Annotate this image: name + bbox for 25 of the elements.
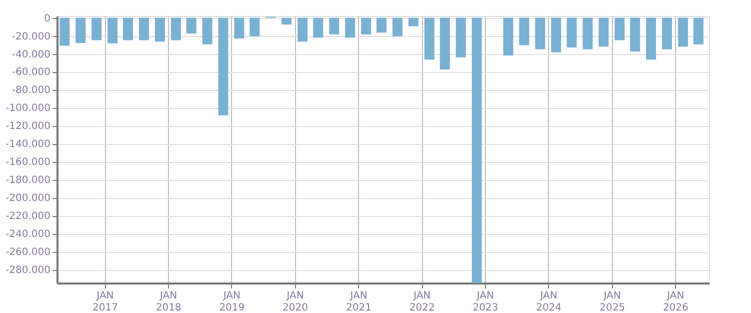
x-tick-label: JAN 2019 xyxy=(219,290,245,313)
y-tick-label: -60.000 xyxy=(12,67,50,78)
y-tick-label: -160.000 xyxy=(6,157,50,168)
y-tick-label: -200.000 xyxy=(6,193,50,204)
y-tick-label: -280.000 xyxy=(6,265,50,276)
x-tick-label: JAN 2025 xyxy=(600,290,626,313)
y-tick-label: -80.000 xyxy=(12,85,50,96)
x-tick-label: JAN 2024 xyxy=(536,290,562,313)
y-tick-label: 0 xyxy=(44,13,50,24)
x-tick-label: JAN 2020 xyxy=(282,290,308,313)
x-tick-label: JAN 2022 xyxy=(409,290,435,313)
y-tick-label: -40.000 xyxy=(12,49,50,60)
y-tick-label: -20.000 xyxy=(12,31,50,42)
y-tick-label: -240.000 xyxy=(6,229,50,240)
x-tick-label: JAN 2021 xyxy=(346,290,372,313)
y-tick-label: -120.000 xyxy=(6,121,50,132)
y-tick-label: -220.000 xyxy=(6,211,50,222)
y-tick-label: -260.000 xyxy=(6,247,50,258)
x-tick-label: JAN 2017 xyxy=(92,290,118,313)
x-tick-label: JAN 2023 xyxy=(472,290,498,313)
x-tick-label: JAN 2026 xyxy=(662,290,688,313)
y-tick-label: -180.000 xyxy=(6,175,50,186)
y-tick-label: -100.000 xyxy=(6,103,50,114)
x-tick-label: JAN 2018 xyxy=(156,290,182,313)
y-tick-label: -140.000 xyxy=(6,139,50,150)
